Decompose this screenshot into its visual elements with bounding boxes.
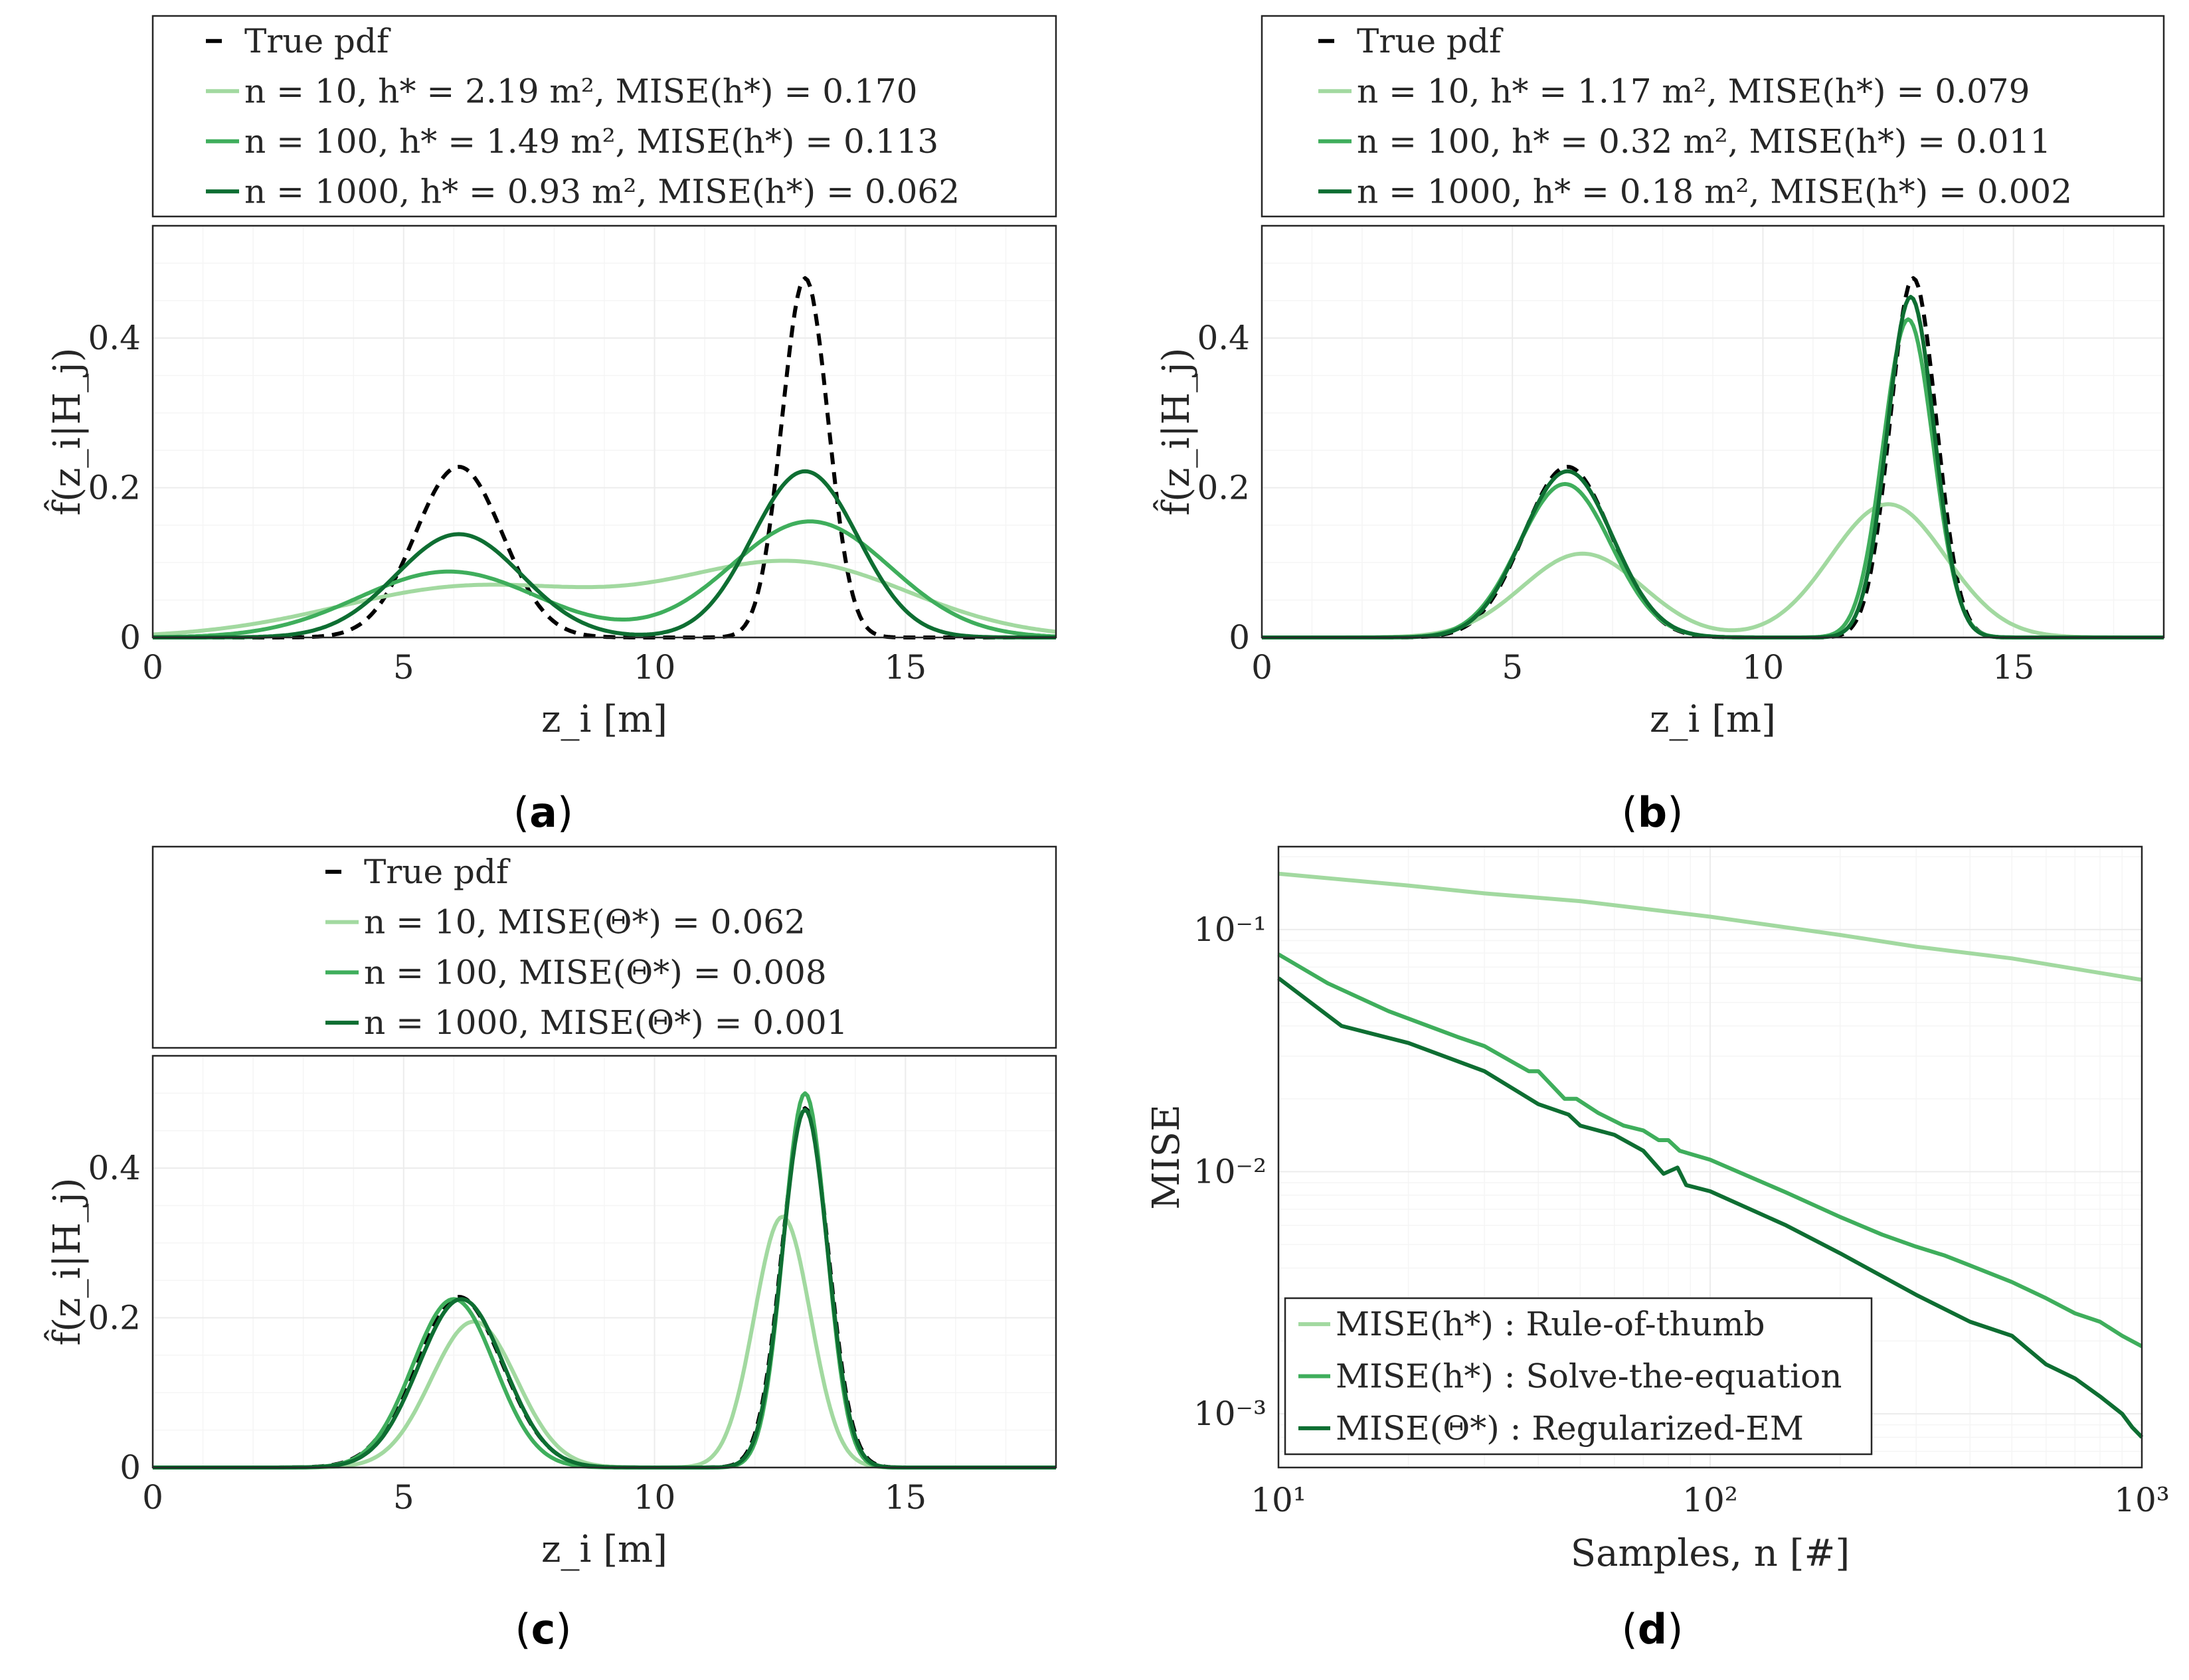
x-tick-label: 10² [1682,1481,1738,1519]
panel-tag: (d) [1622,1605,1684,1653]
y-tick-label: 0 [1229,618,1250,657]
legend-label: MISE(h*) : Rule-of-thumb [1336,1305,1765,1343]
legend-label: MISE(h*) : Solve-the-equation [1336,1357,1842,1396]
legend-label: n = 100, h* = 1.49 m², MISE(h*) = 0.113 [244,122,938,161]
x-axis-title: z_i [m] [541,1528,667,1571]
legend-label: n = 10, h* = 1.17 m², MISE(h*) = 0.079 [1357,72,2030,110]
y-tick-label: 10⁻² [1193,1152,1267,1191]
panel-tag-close: ) [557,788,573,837]
y-tick-label: 0.2 [1197,469,1250,507]
legend-label: n = 10, MISE(Θ*) = 0.062 [364,903,806,942]
panel-tag-letter: a [529,788,557,837]
legend-label: n = 1000, h* = 0.18 m², MISE(h*) = 0.002 [1357,172,2072,210]
x-tick-label: 10 [1742,648,1785,687]
legend-label: True pdf [1357,22,1504,60]
legend-frame [1284,1297,1873,1456]
panel-tag: (c) [515,1605,571,1653]
panel-tag: (b) [1622,788,1684,837]
y-tick-label: 0.4 [1197,319,1250,357]
legend-frame [151,845,1057,1049]
x-tick-label: 10³ [2114,1481,2170,1519]
legend-label: MISE(Θ*) : Regularized-EM [1336,1409,1804,1448]
x-tick-label: 5 [393,648,414,687]
legend-frame [1261,15,2165,218]
x-tick-label: 10 [634,648,676,687]
x-tick-label: 5 [1502,648,1523,687]
panel-tag-letter: d [1638,1605,1667,1653]
y-axis-title: f̂(z_i|H_j) [1152,348,1198,516]
panel-b: 0 5 10 15 0 0.2 0.4 z_i [m] f̂(z_i|H_j) True pdf n… [1152,15,2165,837]
panel-tag-letter: b [1638,788,1667,837]
panel-tag-open: ( [515,1605,531,1653]
y-tick-label: 10⁻³ [1193,1394,1267,1433]
series-line-rule-of-thumb [1278,871,2143,982]
panel-tag: (a) [513,788,573,837]
y-tick-label: 0 [120,1448,141,1487]
panel-tag-close: ) [555,1605,571,1653]
legend-label: n = 100, MISE(Θ*) = 0.008 [364,953,827,991]
x-axis-title: z_i [m] [541,698,667,741]
x-tick-label: 0 [142,1478,163,1517]
axes-frame [1261,224,2165,639]
legend-frame [151,15,1057,218]
x-tick-label: 5 [393,1478,414,1517]
series-line-n-=-1000 [153,469,1056,639]
axes-frame [151,224,1057,639]
x-tick-label: 0 [1251,648,1272,687]
x-axis-title: Samples, n [#] [1571,1532,1850,1575]
panel-a: 0 5 10 15 0 0.2 0.4 z_i [m] f̂(z_i|H_j) True pdf n… [43,15,1057,837]
series-line-n-=-10 [152,558,1057,637]
panel-tag-letter: c [531,1605,556,1653]
panel-tag-open: ( [513,788,529,837]
legend-label: n = 100, h* = 0.32 m², MISE(h*) = 0.011 [1357,122,2051,161]
panel-d: 10¹ 10² 10³ 10⁻¹ 10⁻² 10⁻³ Samples, n [#] MISE M… [1145,845,2170,1653]
series-line-solve-the-equation [1277,952,2143,1349]
panel-tag-open: ( [1622,1605,1638,1653]
axes-frame [151,1054,1057,1469]
axes-frame [1277,845,2143,1469]
x-tick-label: 10¹ [1251,1481,1306,1519]
y-axis-title: MISE [1145,1104,1188,1210]
x-tick-label: 0 [142,648,163,687]
series-line-regularized-em [1277,976,2144,1439]
panel-tag-close: ) [1667,1605,1683,1653]
y-axis-title: f̂(z_i|H_j) [43,1178,89,1346]
y-tick-label: 0.4 [88,319,141,357]
legend-label: True pdf [244,22,391,60]
x-axis-title: z_i [m] [1650,698,1776,741]
x-tick-label: 10 [634,1478,676,1517]
y-axis-title: f̂(z_i|H_j) [43,348,89,516]
x-tick-label: 15 [885,1478,927,1517]
series-line-n-=-100 [153,519,1057,639]
legend-label: n = 10, h* = 2.19 m², MISE(h*) = 0.170 [244,72,917,110]
panel-c: 0 5 10 15 0 0.2 0.4 z_i [m] f̂(z_i|H_j) True pdf n… [43,845,1057,1653]
legend-label: n = 1000, MISE(Θ*) = 0.001 [364,1003,847,1042]
panel-tag-close: ) [1667,788,1683,837]
legend-label: True pdf [364,853,511,891]
y-tick-label: 10⁻¹ [1193,910,1267,949]
y-tick-label: 0.2 [88,1299,141,1337]
x-tick-label: 15 [1992,648,2035,687]
y-tick-label: 0.4 [88,1149,141,1187]
x-tick-label: 15 [885,648,927,687]
legend-label: n = 1000, h* = 0.93 m², MISE(h*) = 0.062 [244,172,960,210]
panel-tag-open: ( [1622,788,1638,837]
y-tick-label: 0 [120,618,141,657]
y-tick-label: 0.2 [88,469,141,507]
